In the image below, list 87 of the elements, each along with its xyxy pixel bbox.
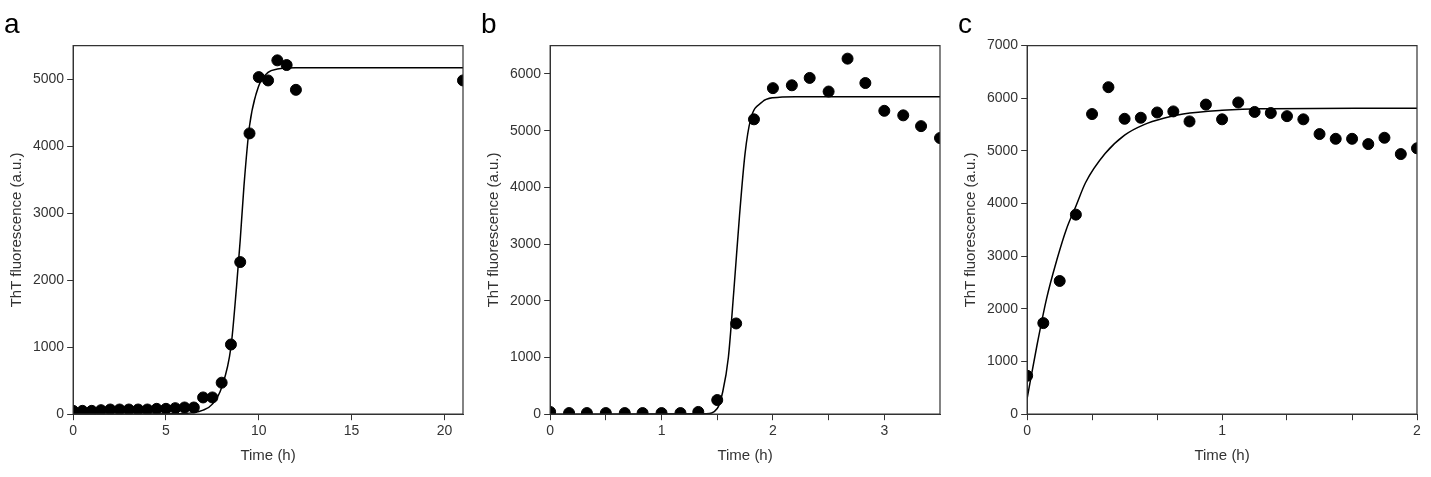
point: [1151, 106, 1164, 119]
point: [1199, 98, 1212, 111]
x-tick-label: 3: [880, 422, 889, 439]
y-tick-label: 6000: [509, 64, 542, 81]
x-tick-label: 15: [343, 422, 360, 439]
x-tick-label: 20: [436, 422, 453, 439]
x-tick-label: 1: [657, 422, 666, 439]
x-tick-label: 0: [69, 422, 78, 439]
y-tick-label: 5000: [509, 121, 542, 138]
point: [1329, 132, 1342, 145]
point: [1086, 108, 1099, 121]
y-tick-label: 3000: [32, 204, 65, 220]
y-axis-title: ThT fluorescence (a.u.): [484, 152, 502, 308]
y-tick-label: 7000: [986, 36, 1019, 53]
point: [747, 113, 760, 126]
point: [878, 104, 891, 117]
point: [289, 83, 302, 96]
point: [243, 127, 256, 140]
y-tick-label: 1000: [32, 338, 65, 355]
point: [897, 109, 910, 122]
point: [766, 82, 779, 95]
y-tick-label: 2000: [986, 299, 1019, 316]
y-tick-label: 1000: [986, 352, 1019, 369]
x-tick-label: 2: [769, 422, 778, 439]
y-tick-label: 0: [56, 405, 65, 422]
point: [1362, 138, 1375, 151]
x-tick-label: 10: [251, 422, 267, 439]
point: [1069, 208, 1082, 221]
x-tick-label: 5: [162, 422, 171, 439]
point: [1053, 274, 1066, 287]
point: [1037, 317, 1050, 330]
y-tick-label: 2000: [509, 291, 542, 308]
point: [785, 79, 798, 92]
y-tick-label: 1000: [509, 348, 542, 365]
y-tick-label: 3000: [986, 247, 1019, 264]
point: [206, 391, 219, 404]
point: [841, 52, 854, 65]
point: [1232, 96, 1245, 109]
point: [1102, 81, 1115, 94]
x-tick-label: 0: [546, 422, 555, 439]
point: [1216, 113, 1229, 126]
point: [1183, 115, 1196, 128]
point: [915, 120, 928, 133]
chart-title: c: [958, 7, 972, 39]
point: [1248, 105, 1261, 118]
point: [215, 376, 228, 389]
point: [822, 85, 835, 98]
y-tick-label: 4000: [32, 136, 65, 153]
x-tick-label: 0: [1023, 422, 1032, 439]
point: [1378, 131, 1391, 144]
chart-title: b: [481, 7, 497, 39]
point: [1394, 148, 1407, 161]
point: [1134, 111, 1147, 124]
point: [730, 317, 743, 330]
x-tick-label: 2: [1413, 422, 1422, 439]
point: [1264, 107, 1277, 119]
chart-title: a: [4, 7, 20, 39]
point: [1167, 105, 1180, 118]
y-tick-label: 0: [533, 405, 542, 422]
point: [262, 74, 275, 87]
point: [252, 71, 265, 84]
x-axis-title: Time (h): [717, 446, 773, 464]
point: [1346, 132, 1359, 145]
point: [1280, 110, 1293, 123]
y-axis-title: ThT fluorescence (a.u.): [961, 152, 979, 308]
point: [1313, 128, 1326, 141]
y-tick-label: 5000: [986, 141, 1019, 158]
x-axis-title: Time (h): [240, 446, 296, 464]
point: [280, 59, 293, 72]
point: [1297, 113, 1310, 126]
point: [859, 77, 872, 90]
y-tick-label: 3000: [509, 234, 542, 251]
y-tick-label: 5000: [32, 69, 65, 86]
y-tick-label: 0: [1010, 405, 1019, 422]
point: [224, 338, 237, 351]
y-axis-title: ThT fluorescence (a.u.): [7, 152, 25, 308]
x-axis-title: Time (h): [1194, 446, 1250, 464]
x-tick-label: 1: [1218, 422, 1227, 439]
point: [271, 54, 284, 67]
y-tick-label: 2000: [32, 271, 65, 288]
y-tick-label: 6000: [986, 89, 1019, 106]
point: [803, 71, 816, 84]
point: [150, 402, 163, 415]
point: [234, 256, 247, 269]
y-tick-label: 4000: [509, 178, 542, 195]
point: [1118, 112, 1131, 125]
y-tick-label: 4000: [986, 194, 1019, 211]
